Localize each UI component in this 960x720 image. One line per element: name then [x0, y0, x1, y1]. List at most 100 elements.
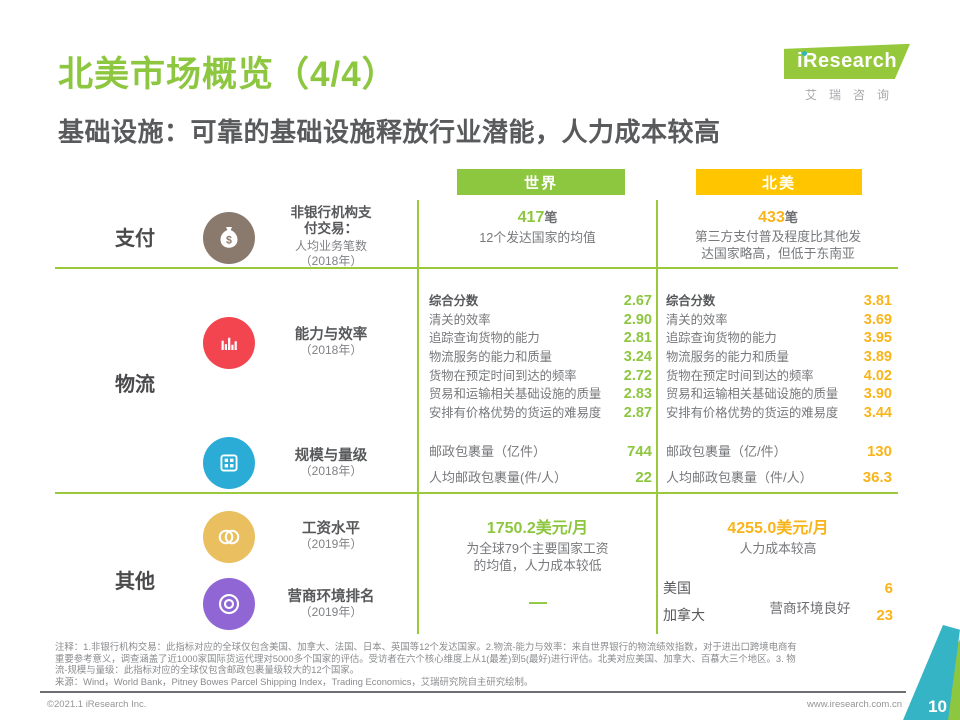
metric-row: 邮政包裹量（亿件） 744 [429, 441, 652, 467]
metric-label: 清关的效率 [666, 312, 728, 327]
wage-title: 工资水平 [302, 521, 360, 537]
grid-icon [203, 437, 255, 489]
metric-label: 物流服务的能力和质量 [666, 350, 789, 365]
metric-row: 清关的效率 2.90 [429, 310, 652, 329]
table-divider-vertical-middle [656, 200, 658, 634]
metric-value: 2.83 [623, 386, 652, 403]
metric-row: 贸易和运输相关基础设施的质量 2.83 [429, 384, 652, 403]
wage-world-value: 1750.2美元/月 [486, 520, 589, 537]
metric-label: 贸易和运输相关基础设施的质量 [666, 387, 839, 402]
metric-value: 3.24 [623, 349, 652, 366]
metric-value: 2.81 [623, 330, 652, 347]
capability-year: （2018年） [299, 343, 363, 357]
corner-decoration: 10 [875, 625, 960, 720]
metric-value: 744 [626, 443, 652, 460]
metric-value: 4.02 [863, 367, 892, 384]
metric-label: 综合分数 [666, 294, 716, 308]
footnote-line: 注释：1.非银行机构交易：此指标对应的全球仅包含美国、加拿大、法国、日本、英国等… [55, 641, 797, 652]
wage-na-desc: 人力成本较高 [739, 541, 817, 556]
business-world-cell: — [425, 592, 650, 613]
row-label-others: 其他 [115, 571, 155, 593]
metric-row: 清关的效率 3.69 [666, 310, 892, 329]
target-icon [203, 578, 255, 630]
metric-label: 追踪查询货物的能力 [429, 331, 540, 346]
metric-label: 货物在预定时间到达的频率 [429, 368, 577, 383]
metric-row: 物流服务的能力和质量 3.24 [429, 347, 652, 366]
metric-value: 22 [635, 469, 652, 486]
metric-row: 安排有价格优势的货运的难易度 2.87 [429, 403, 652, 422]
metric-row: 人均邮政包裹量(件/人） 22 [429, 467, 652, 493]
metric-label: 清关的效率 [429, 312, 491, 327]
svg-text:$: $ [226, 235, 232, 247]
metric-label: 安排有价格优势的货运的难易度 [429, 406, 602, 421]
table-divider-vertical-left [417, 200, 419, 634]
copyright-text: ©2021.1 iResearch Inc. [47, 699, 147, 710]
payment-metric-sub: 人均业务笔数 [294, 239, 367, 253]
metric-row: 物流服务的能力和质量 3.89 [666, 347, 892, 366]
business-na-cell: 美国 6 加拿大 23 [663, 578, 893, 632]
row-label-logistics: 物流 [115, 374, 155, 396]
row-label-payment: 支付 [115, 228, 155, 250]
page-subtitle: 基础设施：可靠的基础设施释放行业潜能，人力成本较高 [58, 117, 721, 147]
payment-na-desc-line2: 达国家略高，但低于东南亚 [701, 245, 855, 261]
metric-label: 综合分数 [429, 294, 479, 308]
metric-value: 36.3 [862, 469, 892, 486]
footer-divider [40, 691, 906, 693]
metric-row: 货物在预定时间到达的频率 4.02 [666, 366, 892, 385]
footnotes: 注释：1.非银行机构交易：此指标对应的全球仅包含美国、加拿大、法国、日本、英国等… [55, 641, 905, 687]
metric-value: 3.44 [863, 405, 892, 422]
metric-label: 货物在预定时间到达的频率 [666, 368, 814, 383]
payment-metric-label: 非银行机构支付交易： 人均业务笔数 （2018年） [266, 205, 396, 269]
payment-metric-title: 非银行机构支付交易： [290, 205, 372, 236]
wage-world-desc-line2: 的均值，人力成本较低 [473, 557, 602, 573]
scale-title: 规模与量级 [294, 448, 368, 464]
wage-world-desc-line1: 为全球79个主要国家工资 [466, 541, 609, 556]
payment-world-cell: 417笔 12个发达国家的均值 [425, 207, 650, 247]
metric-value: 2.90 [623, 311, 652, 328]
logo-shape: iResearch [784, 44, 910, 79]
metric-row: 综合分数 3.81 [666, 291, 892, 310]
table-divider-horizontal-top [55, 267, 898, 269]
payment-na-desc-line1: 第三方支付普及程度比其他发 [694, 229, 862, 244]
scale-year: （2018年） [299, 464, 363, 478]
metric-label: 邮政包裹量（亿/件） [666, 444, 787, 459]
money-bag-icon: $ [203, 212, 255, 264]
payment-na-value: 433 [758, 209, 785, 226]
footnote-line: 重要参考意义，调查涵盖了近1000家国际货运代理对5000多个国家的评估。受访者… [55, 652, 796, 664]
page-number: 10 [928, 697, 947, 716]
business-year: （2019年） [299, 605, 363, 619]
logo-i-dot-icon [802, 51, 807, 56]
metric-value: 3.89 [863, 349, 892, 366]
wage-metric-label: 工资水平 （2019年） [266, 521, 396, 552]
column-header-north-america: 北美 [696, 169, 862, 195]
logo-brand-cn: 艾瑞咨询 [804, 88, 901, 102]
metric-label: 追踪查询货物的能力 [666, 331, 777, 346]
metric-value: 3.90 [863, 386, 892, 403]
footnote-line: 来源：Wind，World Bank，Pitney Bowes Parcel S… [55, 675, 534, 687]
metric-value: 2.87 [623, 405, 652, 422]
capability-metrics-world: 综合分数 2.67 清关的效率 2.90 追踪查询货物的能力 2.81 物流服务的能力… [429, 291, 652, 422]
payment-world-desc: 12个发达国家的均值 [479, 230, 596, 245]
column-header-world: 世界 [457, 169, 625, 195]
metric-row: 综合分数 2.67 [429, 291, 652, 310]
metric-label: 邮政包裹量（亿件） [429, 444, 547, 459]
metric-row: 贸易和运输相关基础设施的质量 3.90 [666, 384, 892, 403]
business-title: 营商环境排名 [287, 589, 375, 605]
business-world-value: — [529, 592, 547, 612]
metric-label: 人均邮政包裹量（件/人） [666, 470, 813, 485]
wage-na-value: 4255.0美元/月 [727, 520, 829, 537]
metric-label: 安排有价格优势的货运的难易度 [666, 406, 839, 421]
metric-value: 2.67 [623, 293, 652, 309]
payment-metric-year: （2018年） [299, 254, 363, 268]
rank-value: 23 [876, 607, 893, 624]
scale-metrics-world: 邮政包裹量（亿件） 744 人均邮政包裹量(件/人） 22 [429, 441, 652, 493]
logo-brand: iResearch [796, 50, 898, 72]
metric-value: 3.81 [863, 293, 892, 309]
metric-label: 物流服务的能力和质量 [429, 350, 552, 365]
corner-teal-triangle-icon [903, 625, 960, 720]
bar-chart-icon [203, 317, 255, 369]
wage-na-cell: 4255.0美元/月 人力成本较高 [663, 514, 893, 558]
payment-world-value: 417 [517, 209, 545, 226]
metric-row: 追踪查询货物的能力 3.95 [666, 328, 892, 347]
